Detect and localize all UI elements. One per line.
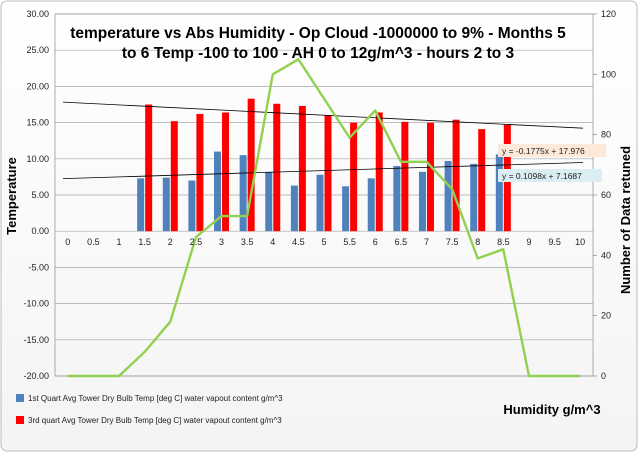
bar-q3: [324, 115, 332, 232]
bar-q3: [452, 119, 460, 232]
legend-item-2: 3rd quart Avg Tower Dry Bulb Temp [deg C…: [16, 416, 282, 425]
y2-tick-label: 0: [601, 371, 606, 381]
bar-q1: [495, 154, 503, 232]
bar-q1: [137, 178, 145, 232]
chart-title-line-1: temperature vs Abs Humidity - Op Cloud -…: [70, 25, 566, 42]
bar-q3: [145, 104, 153, 232]
y-tick-label: 10.00: [26, 154, 49, 164]
x-tick-label: 3: [219, 237, 224, 247]
trendline-2: [62, 162, 584, 180]
x-tick-label: 10: [575, 237, 585, 247]
x-tick-label: 3.5: [241, 237, 254, 247]
x-tick-label: 4.5: [292, 237, 305, 247]
y2-tick-label: 20: [601, 311, 611, 321]
bar-q3: [350, 122, 358, 232]
x-tick-label: 7.5: [446, 237, 459, 247]
bar-q1: [393, 166, 401, 232]
bar-q1: [316, 174, 324, 232]
trendlines: [62, 101, 584, 180]
x-tick-label: 9: [526, 237, 531, 247]
trendline-equation-1: y = -0.1775x + 17.976: [502, 146, 585, 156]
x-axis-label: Humidity g/m^3: [503, 402, 600, 417]
bars: [137, 98, 511, 232]
y-tick-label: 30.00: [26, 9, 49, 19]
bar-q1: [290, 185, 298, 232]
legend: 1st Quart Avg Tower Dry Bulb Temp [deg C…: [16, 394, 283, 425]
x-tick-label: 0: [65, 237, 70, 247]
y-tick-label: -5.00: [28, 262, 49, 272]
bar-q3: [401, 121, 409, 232]
x-tick-label: 6.5: [395, 237, 408, 247]
bar-q1: [188, 180, 196, 232]
trendline-label-1: y = -0.1775x + 17.976: [498, 144, 606, 157]
legend-item-1: 1st Quart Avg Tower Dry Bulb Temp [deg C…: [16, 394, 283, 403]
y-tick-label: 0.00: [31, 226, 49, 236]
y-tick-label: -20.00: [23, 371, 49, 381]
bar-q1: [342, 186, 350, 232]
y2-tick-label: 80: [601, 130, 611, 140]
bar-q1: [444, 160, 452, 232]
bar-q3: [478, 129, 486, 232]
x-tick-label: 1: [117, 237, 122, 247]
x-tick-label: 5: [321, 237, 326, 247]
y-tick-label: -15.00: [23, 335, 49, 345]
x-tick-label: 7: [424, 237, 429, 247]
count-line: [67, 58, 581, 378]
bar-q3: [170, 121, 178, 232]
bar-q1: [239, 155, 247, 232]
legend-label-2: 3rd quart Avg Tower Dry Bulb Temp [deg C…: [28, 416, 282, 425]
y2-tick-label: 100: [601, 69, 616, 79]
legend-label-1: 1st Quart Avg Tower Dry Bulb Temp [deg C…: [28, 394, 283, 403]
legend-swatch-1: [16, 394, 24, 402]
bar-q1: [418, 171, 426, 232]
count-series-line: [67, 58, 581, 378]
y-tick-label: 20.00: [26, 81, 49, 91]
trendline-equation-2: y = 0.1098x + 7.1687: [502, 171, 582, 181]
y2-axis-label: Number of Data retuned: [618, 146, 633, 294]
bar-q3: [196, 113, 204, 232]
trendline-label-2: y = 0.1098x + 7.1687: [498, 169, 602, 182]
x-tick-label: 1.5: [138, 237, 151, 247]
x-tick-label: 8.5: [497, 237, 510, 247]
bar-q1: [214, 151, 222, 232]
bar-q1: [162, 177, 170, 232]
bar-q3: [222, 112, 230, 232]
x-tick-label: 0.5: [87, 237, 100, 247]
bar-q3: [273, 103, 281, 232]
x-axis-ticks: 0 0.5 1 1.5 2 2.5 3 3.5 4 4.5 5 5.5 6 6.5 7 7.5 8 8.5 9 9.5…: [65, 237, 585, 247]
x-tick-label: 4: [270, 237, 275, 247]
legend-swatch-2: [16, 416, 24, 424]
y2-tick-label: 40: [601, 250, 611, 260]
bar-q3: [298, 105, 306, 232]
bar-q1: [470, 163, 478, 232]
bar-q3: [426, 122, 434, 232]
trendline-1: [62, 101, 584, 129]
x-tick-label: 6: [373, 237, 378, 247]
x-tick-label: 9.5: [548, 237, 561, 247]
y-axis-label: Temperature: [4, 157, 19, 235]
y-axis-left-ticks: -20.00 -15.00 -10.00 -5.00 0.00 5.00 10.00 15.0…: [23, 9, 49, 381]
y2-tick-label: 60: [601, 190, 611, 200]
bar-q3: [375, 112, 383, 232]
x-tick-label: 2.5: [190, 237, 203, 247]
x-tick-label: 8: [475, 237, 480, 247]
bar-q1: [367, 178, 375, 232]
y2-tick-label: 120: [601, 9, 616, 19]
x-tick-label: 5.5: [343, 237, 356, 247]
y-tick-label: -10.00: [23, 299, 49, 309]
chart-title-line-2: to 6 Temp -100 to 100 - AH 0 to 12g/m^3 …: [122, 45, 515, 62]
y-axis-right-ticks: 0 20 40 60 80 100 120: [593, 9, 616, 381]
y-tick-label: 5.00: [31, 190, 49, 200]
bar-q1: [265, 171, 273, 232]
x-tick-label: 2: [168, 237, 173, 247]
y-tick-label: 25.00: [26, 45, 49, 55]
bar-q3: [247, 98, 255, 232]
y-tick-label: 15.00: [26, 118, 49, 128]
